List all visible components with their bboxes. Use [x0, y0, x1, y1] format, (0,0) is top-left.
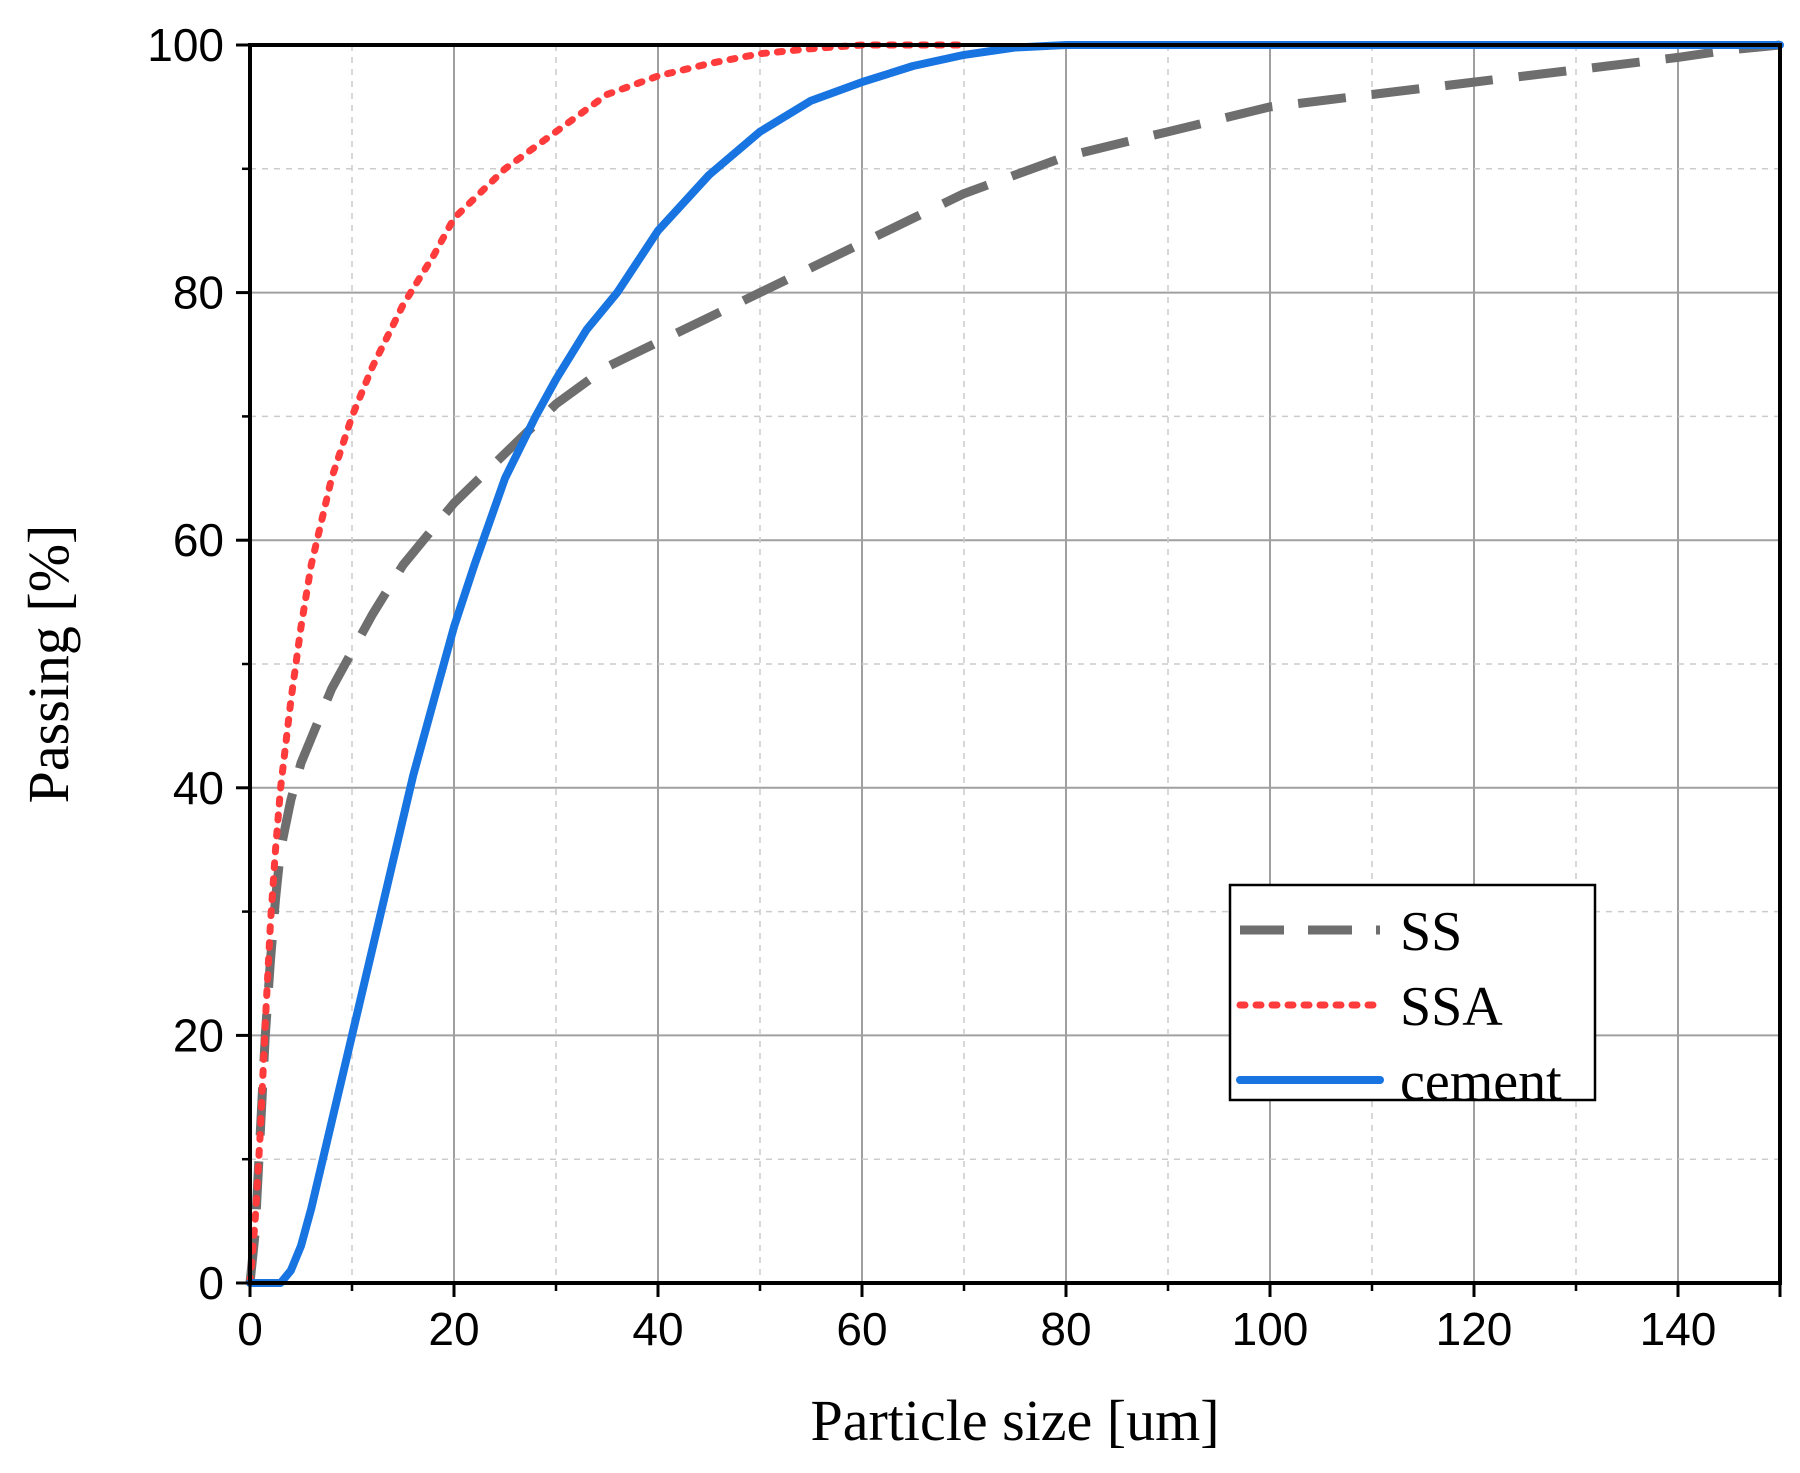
y-tick-label: 40	[173, 762, 224, 814]
y-axis-title: Passing [%]	[16, 525, 81, 804]
y-tick-label: 80	[173, 267, 224, 319]
y-tick-label: 60	[173, 514, 224, 566]
x-tick-label: 0	[237, 1303, 263, 1355]
legend-box	[1228, 883, 1597, 1102]
x-tick-label: 100	[1232, 1303, 1309, 1355]
legend-label-cement: cement	[1400, 1051, 1562, 1113]
series-line-cement	[246, 41, 1784, 1287]
x-tick-label: 60	[836, 1303, 887, 1355]
legend-label-ssa: SSA	[1400, 976, 1503, 1038]
x-tick-label: 80	[1040, 1303, 1091, 1355]
legend: SS SSA cement	[1228, 883, 1597, 1113]
y-tick-label: 20	[173, 1009, 224, 1061]
series-lines	[245, 40, 1784, 1287]
legend-label-ss: SS	[1400, 901, 1462, 963]
axis-ticks: 0 20 40 60 80 100 120 140 0 20 40 60 80 100	[147, 19, 1782, 1355]
x-tick-label: 20	[428, 1303, 479, 1355]
x-tick-label: 120	[1436, 1303, 1513, 1355]
x-tick-label: 140	[1640, 1303, 1717, 1355]
series-line-ss	[245, 40, 1781, 1284]
series-line-ssa	[246, 41, 968, 1287]
y-tick-label: 100	[147, 19, 224, 71]
x-tick-label: 40	[632, 1303, 683, 1355]
y-tick-label: 0	[198, 1257, 224, 1309]
x-axis-title: Particle size [um]	[810, 1388, 1219, 1453]
